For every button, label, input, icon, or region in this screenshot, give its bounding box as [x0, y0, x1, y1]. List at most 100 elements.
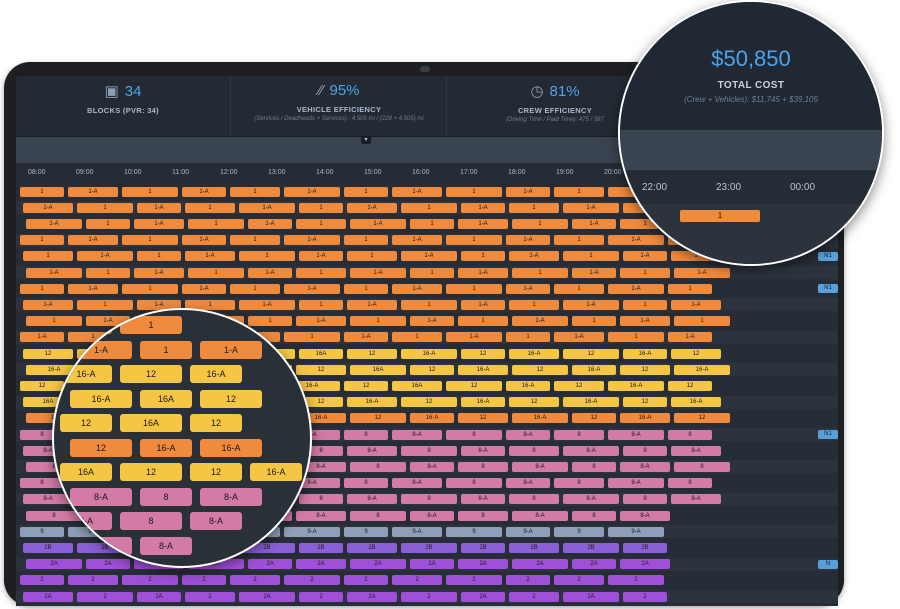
block-bar[interactable]: 1: [344, 235, 388, 246]
block-bar[interactable]: 2A: [350, 559, 406, 570]
block-bar[interactable]: 1-A: [68, 235, 118, 246]
block-bar[interactable]: 8-A: [392, 429, 442, 440]
block-bar[interactable]: 8-A: [284, 478, 340, 489]
block-bar[interactable]: 2A: [458, 559, 508, 570]
zoom-block-bar[interactable]: 16A: [140, 389, 192, 408]
block-bar[interactable]: 1-A: [350, 218, 406, 229]
block-bar[interactable]: 1: [26, 316, 82, 327]
block-bar[interactable]: 1: [674, 316, 730, 327]
block-bar[interactable]: 12: [572, 413, 616, 424]
block-bar[interactable]: 9-A: [284, 526, 340, 537]
block-bar[interactable]: 1-A: [620, 316, 670, 327]
block-bar[interactable]: 1-A: [572, 218, 616, 229]
block-bar[interactable]: 1: [446, 283, 502, 294]
block-bar[interactable]: 16-A: [509, 348, 559, 359]
block-bar[interactable]: 8: [446, 478, 502, 489]
block-bar[interactable]: 12: [350, 413, 406, 424]
block-bar[interactable]: 12: [23, 348, 73, 359]
block-bar[interactable]: 12: [410, 364, 454, 375]
block-bar[interactable]: 12: [509, 397, 559, 408]
zoom-block-bar[interactable]: 12: [190, 463, 242, 481]
block-bar[interactable]: 1: [572, 316, 616, 327]
block-bar[interactable]: 8: [299, 494, 343, 505]
block-bar[interactable]: 8: [623, 494, 667, 505]
block-bar[interactable]: 1: [554, 235, 604, 246]
zoom-block-bar[interactable]: 12: [70, 438, 132, 457]
block-bar[interactable]: 8: [446, 429, 502, 440]
block-bar[interactable]: 12: [620, 364, 670, 375]
block-bar[interactable]: 12: [344, 380, 388, 391]
block-bar[interactable]: 1: [122, 235, 178, 246]
block-bar[interactable]: 16-A: [458, 364, 508, 375]
block-bar[interactable]: 12: [20, 380, 64, 391]
block-bar[interactable]: 16-A: [671, 397, 721, 408]
block-bar[interactable]: 9: [20, 526, 64, 537]
block-bar[interactable]: 1: [296, 267, 346, 278]
block-bar[interactable]: 8-A: [620, 461, 670, 472]
block-bar[interactable]: 8-A: [512, 510, 568, 521]
block-bar[interactable]: 12: [668, 380, 712, 391]
zoom-block-bar[interactable]: 12: [200, 389, 262, 408]
block-bar[interactable]: 8-A: [512, 461, 568, 472]
block-bar[interactable]: 2B: [239, 542, 295, 553]
block-bar[interactable]: 1: [512, 218, 568, 229]
block-bar[interactable]: 8: [350, 510, 406, 521]
block-bar[interactable]: 1-A: [284, 283, 340, 294]
block-bar[interactable]: 8: [26, 461, 82, 472]
block-bar[interactable]: 2B: [299, 542, 343, 553]
block-bar[interactable]: 1-A: [512, 316, 568, 327]
block-bar[interactable]: 1-A: [410, 316, 454, 327]
block-bar[interactable]: 1-A: [563, 299, 619, 310]
zoom-block-bar[interactable]: 16-A: [60, 365, 112, 383]
block-bar[interactable]: 2: [284, 575, 340, 586]
block-bar[interactable]: 1: [122, 186, 178, 197]
block-bar[interactable]: 2A: [239, 591, 295, 602]
block-bar[interactable]: 2: [68, 575, 118, 586]
block-bar[interactable]: 16-A: [284, 380, 340, 391]
block-bar[interactable]: 16-A: [512, 413, 568, 424]
block-bar[interactable]: 1: [284, 332, 340, 343]
block-bar[interactable]: 2: [401, 591, 457, 602]
block-bar[interactable]: 1: [506, 332, 550, 343]
zoom-block-bar[interactable]: 12: [60, 414, 112, 432]
zoom-block-bar[interactable]: 1-A: [60, 316, 112, 334]
block-bar[interactable]: 1: [230, 235, 280, 246]
block-bar[interactable]: 16-A: [572, 364, 616, 375]
block-bar[interactable]: 2: [299, 591, 343, 602]
block-bar[interactable]: 16-A: [506, 380, 550, 391]
block-bar[interactable]: 1-A: [344, 332, 388, 343]
block-bar[interactable]: 9-A: [506, 526, 550, 537]
block-bar[interactable]: 1-A: [239, 202, 295, 213]
block-bar[interactable]: 1-A: [671, 299, 721, 310]
zoom-block-bar[interactable]: 8-A: [200, 487, 262, 506]
block-bar[interactable]: 1-A: [26, 267, 82, 278]
block-bar[interactable]: 2A: [86, 559, 130, 570]
block-bar[interactable]: 1-A: [461, 299, 505, 310]
block-bar[interactable]: 16-A: [608, 380, 664, 391]
block-bar[interactable]: 2B: [461, 542, 505, 553]
block-bar[interactable]: 1-A: [182, 283, 226, 294]
block-bar[interactable]: 8: [401, 494, 457, 505]
block-bar[interactable]: 1-A: [68, 283, 118, 294]
block-bar[interactable]: 2A: [296, 559, 346, 570]
block-bar[interactable]: 1-A: [572, 267, 616, 278]
block-bar[interactable]: 2A: [512, 559, 568, 570]
zoom-block-bar[interactable]: 16-A: [250, 463, 302, 481]
block-bar[interactable]: 1-A: [506, 186, 550, 197]
block-bar[interactable]: 2B: [509, 542, 559, 553]
block-bar[interactable]: 8: [20, 478, 64, 489]
block-bar[interactable]: 8: [344, 478, 388, 489]
block-bar[interactable]: 8: [20, 429, 64, 440]
block-bar[interactable]: 2: [608, 575, 664, 586]
block-bar[interactable]: 16A: [392, 380, 442, 391]
block-bar[interactable]: 1: [344, 186, 388, 197]
block-bar[interactable]: 2A: [248, 559, 292, 570]
block-bar[interactable]: 8: [668, 429, 712, 440]
block-bar[interactable]: 1: [20, 235, 64, 246]
block-bar[interactable]: 2: [77, 591, 133, 602]
block-bar[interactable]: 8: [572, 461, 616, 472]
block-bar[interactable]: 1-A: [26, 218, 82, 229]
block-bar[interactable]: 9-A: [608, 526, 664, 537]
block-bar[interactable]: 1: [458, 316, 508, 327]
block-bar[interactable]: 1-A: [296, 316, 346, 327]
